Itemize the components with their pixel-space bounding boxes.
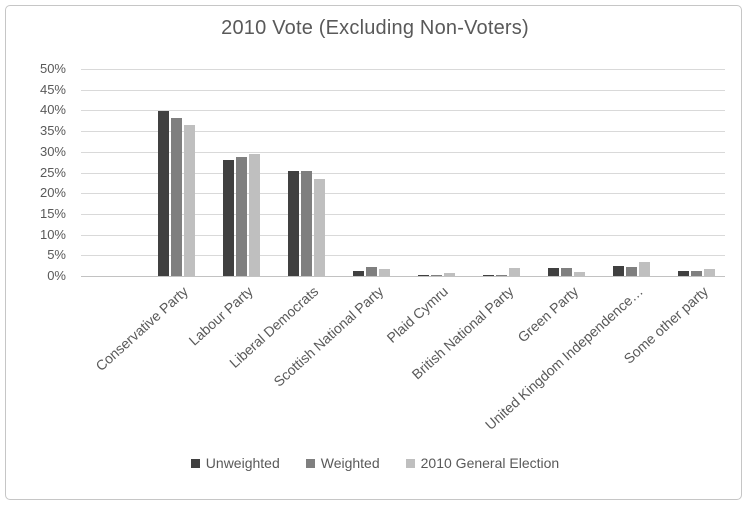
bar [444, 273, 455, 276]
legend-swatch-icon [305, 458, 315, 468]
bar [509, 268, 520, 276]
legend-item: 2010 General Election [405, 455, 560, 471]
bar [184, 125, 195, 276]
bar [613, 266, 624, 276]
y-axis-tick-label: 25% [39, 165, 66, 180]
bar [301, 171, 312, 276]
y-axis-tick-label: 0% [47, 268, 66, 283]
bar [574, 272, 585, 276]
legend: Unweighted Weighted 2010 General Election [0, 455, 750, 471]
y-axis-tick-label: 30% [39, 144, 66, 159]
y-axis-tick-label: 10% [39, 227, 66, 242]
gridline [81, 235, 725, 236]
bar [626, 267, 637, 276]
legend-swatch-icon [190, 458, 200, 468]
y-axis-tick-label: 15% [39, 206, 66, 221]
y-axis-tick-label: 35% [39, 123, 66, 138]
legend-label: Weighted [320, 455, 380, 471]
bar [158, 111, 169, 276]
bar [379, 269, 390, 276]
gridline [81, 131, 725, 132]
gridline [81, 255, 725, 256]
bar [418, 275, 429, 276]
legend-label: 2010 General Election [420, 455, 560, 471]
x-axis-line [81, 276, 725, 277]
gridline [81, 173, 725, 174]
legend-item: Unweighted [190, 455, 280, 471]
y-axis-tick-label: 40% [39, 102, 66, 117]
bar [236, 157, 247, 276]
bar [431, 275, 442, 276]
chart-border [5, 5, 742, 500]
bar [704, 269, 715, 276]
gridline [81, 152, 725, 153]
gridline [81, 69, 725, 70]
bar [288, 171, 299, 276]
legend-item: Weighted [305, 455, 380, 471]
legend-label: Unweighted [205, 455, 280, 471]
bar [249, 154, 260, 276]
gridline [81, 90, 725, 91]
bar [639, 262, 650, 276]
bar [483, 275, 494, 276]
y-axis-tick-label: 50% [39, 61, 66, 76]
y-axis-tick-label: 5% [47, 247, 66, 262]
y-axis-tick-label: 20% [39, 185, 66, 200]
gridline [81, 214, 725, 215]
bar [548, 268, 559, 276]
chart-title: 2010 Vote (Excluding Non-Voters) [221, 17, 529, 39]
bar [678, 271, 689, 276]
legend-swatch-icon [405, 458, 415, 468]
bar [171, 118, 182, 276]
gridline [81, 110, 725, 111]
bar [314, 179, 325, 276]
bar [561, 268, 572, 276]
bar [496, 275, 507, 276]
y-axis-tick-label: 45% [39, 82, 66, 97]
bar [353, 271, 364, 276]
bar [223, 160, 234, 276]
bar [691, 271, 702, 276]
gridline [81, 193, 725, 194]
bar [366, 267, 377, 276]
